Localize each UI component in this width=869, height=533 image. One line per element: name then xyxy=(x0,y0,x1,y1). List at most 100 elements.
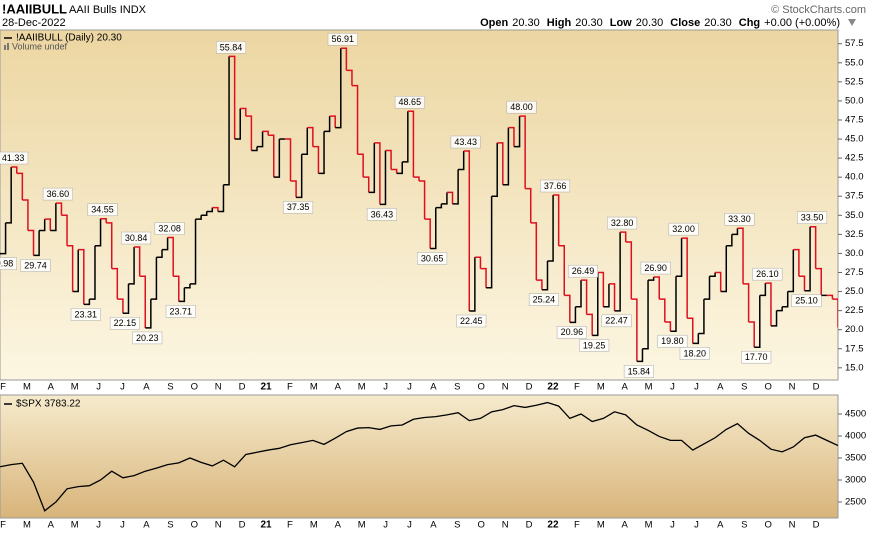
value-label-box xyxy=(668,222,699,236)
step-segment xyxy=(396,161,403,175)
step-segment xyxy=(642,280,649,350)
value-label: 37.35 xyxy=(287,202,310,212)
step-segment xyxy=(519,115,526,189)
step-segment xyxy=(296,154,303,199)
value-label: 48.65 xyxy=(399,97,422,107)
value-label-box xyxy=(394,95,425,109)
step-segment xyxy=(178,287,186,303)
value-label: 20.96 xyxy=(561,327,584,337)
step-segment xyxy=(832,298,838,328)
step-segment xyxy=(150,257,158,300)
step-segment xyxy=(273,139,281,178)
step-segment xyxy=(212,206,219,212)
value-label-box xyxy=(42,187,73,201)
y-tick-label: 25.0 xyxy=(845,286,864,297)
step-segment xyxy=(664,321,672,332)
step-segment xyxy=(128,247,135,285)
step-segment xyxy=(72,249,79,293)
step-segment xyxy=(782,291,789,308)
step-segment xyxy=(55,202,63,216)
x-tick-label: A xyxy=(335,382,342,393)
x-tick-label: S xyxy=(167,382,173,393)
step-segment xyxy=(536,279,543,290)
x-tick-label: 22 xyxy=(547,520,559,531)
step-segment xyxy=(625,241,633,300)
x-tick-label: N xyxy=(215,382,222,393)
legend: !AAIIBULL (Daily) 20.30 xyxy=(16,33,122,44)
step-segment xyxy=(614,232,621,312)
step-segment xyxy=(122,283,130,315)
step-segment xyxy=(474,256,482,269)
value-label-box xyxy=(20,259,51,272)
x-tick-label: M xyxy=(310,382,318,393)
y-tick-label: 55.0 xyxy=(845,57,864,68)
x-tick-label: M xyxy=(358,520,366,531)
x-tick-label: A xyxy=(717,520,724,531)
step-segment xyxy=(720,245,728,293)
value-label: 18.20 xyxy=(683,348,706,358)
value-label: 43.43 xyxy=(454,137,477,147)
quote-label: Chg xyxy=(739,17,760,29)
step-segment xyxy=(564,294,571,323)
step-segment xyxy=(27,229,35,256)
x-tick-label: 21 xyxy=(260,520,272,531)
x-tick-label: M xyxy=(645,520,653,531)
y-tick-label: 35.0 xyxy=(845,210,864,221)
date: 28-Dec-2022 xyxy=(2,17,66,29)
step-segment xyxy=(318,131,325,175)
value-label-box xyxy=(456,314,487,328)
x-tick-label: O xyxy=(191,520,198,531)
volume-icon xyxy=(4,45,6,50)
x-tick-label: S xyxy=(741,520,747,531)
value-label: 23.31 xyxy=(75,309,98,319)
value-label-box xyxy=(640,261,671,275)
step-segment xyxy=(78,248,85,305)
y-tick-label: 45.0 xyxy=(845,134,864,145)
step-segment xyxy=(385,149,392,170)
step-segment xyxy=(184,283,191,289)
y-tick-label: 20.0 xyxy=(845,324,864,335)
value-label: 20.23 xyxy=(136,333,159,343)
step-segment xyxy=(251,146,258,152)
x-tick-label: S xyxy=(454,520,460,531)
x-tick-label: D xyxy=(813,382,820,393)
step-segment xyxy=(636,348,644,363)
x-tick-label: N xyxy=(502,520,509,531)
step-segment xyxy=(391,168,398,174)
step-segment xyxy=(603,283,610,308)
y-tick-label: 4000 xyxy=(845,431,866,442)
step-segment xyxy=(458,151,465,171)
x-tick-label: A xyxy=(430,382,437,393)
step-segment xyxy=(335,48,342,129)
step-segment xyxy=(687,317,694,344)
step-segment xyxy=(569,306,577,324)
value-label-box xyxy=(741,350,772,364)
step-segment xyxy=(525,187,532,223)
step-segment xyxy=(597,271,605,307)
x-tick-label: M xyxy=(23,382,31,393)
step-segment xyxy=(698,299,705,335)
quote-label: Low xyxy=(610,17,632,29)
step-segment xyxy=(195,215,202,220)
step-segment xyxy=(804,226,811,292)
price-plot: 29.98 41.33 29.74 36.60 23.31 34.55 22.15 30.84… xyxy=(0,32,838,378)
step-segment xyxy=(234,108,241,140)
step-segment xyxy=(430,207,437,250)
value-label-box xyxy=(0,151,29,165)
x-tick-label: O xyxy=(478,520,485,531)
value-label-box xyxy=(657,334,688,348)
step-segment xyxy=(754,295,761,348)
step-segment xyxy=(100,217,107,223)
step-segment xyxy=(770,310,778,327)
value-label: 22.47 xyxy=(605,316,628,326)
step-segment xyxy=(229,55,236,140)
step-segment xyxy=(111,267,119,300)
x-tick-label: M xyxy=(645,382,653,393)
value-label-box xyxy=(791,294,822,308)
step-segment xyxy=(586,313,593,336)
value-label-box xyxy=(0,257,17,270)
step-segment xyxy=(351,84,359,155)
step-segment xyxy=(329,115,336,128)
value-label: 22.15 xyxy=(114,318,137,328)
x-tick-label: F xyxy=(574,382,580,393)
